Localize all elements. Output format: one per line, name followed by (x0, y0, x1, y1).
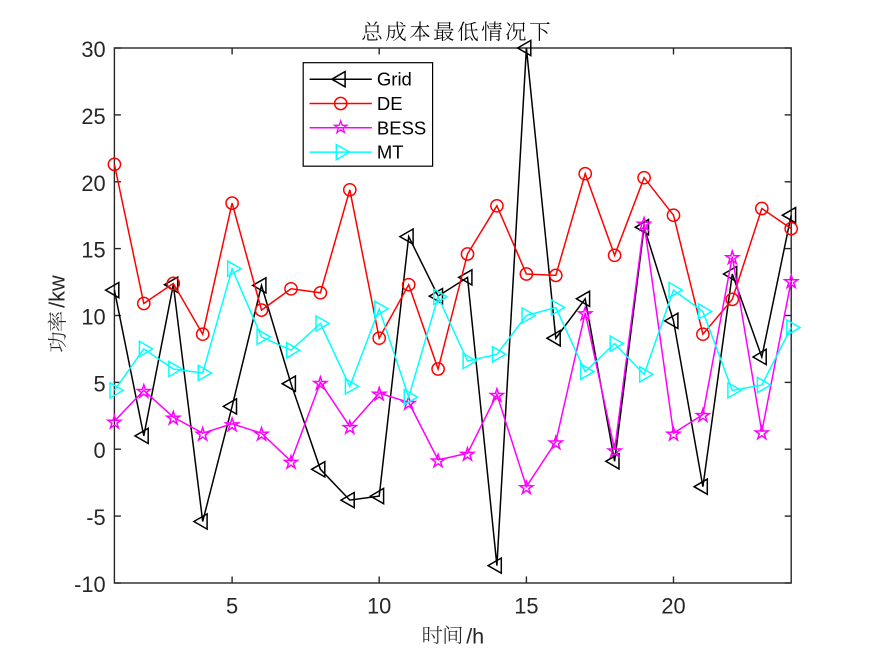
svg-text:5: 5 (226, 594, 238, 619)
svg-text:/kw: /kw (45, 275, 70, 308)
svg-text:10: 10 (367, 594, 391, 619)
svg-text:15: 15 (81, 238, 105, 263)
svg-text:10: 10 (81, 305, 105, 330)
svg-text:/h: /h (466, 624, 484, 649)
svg-text:BESS: BESS (377, 117, 426, 138)
svg-text:MT: MT (377, 142, 404, 163)
svg-text:20: 20 (661, 594, 685, 619)
svg-text:5: 5 (93, 371, 105, 396)
svg-text:Grid: Grid (377, 69, 412, 90)
svg-text:20: 20 (81, 171, 105, 196)
svg-text:DE: DE (377, 93, 403, 114)
svg-text:25: 25 (81, 104, 105, 129)
svg-text:0: 0 (93, 438, 105, 463)
svg-text:30: 30 (81, 37, 105, 62)
svg-text:15: 15 (514, 594, 538, 619)
svg-text:-5: -5 (86, 505, 105, 530)
svg-text:-10: -10 (74, 572, 106, 597)
